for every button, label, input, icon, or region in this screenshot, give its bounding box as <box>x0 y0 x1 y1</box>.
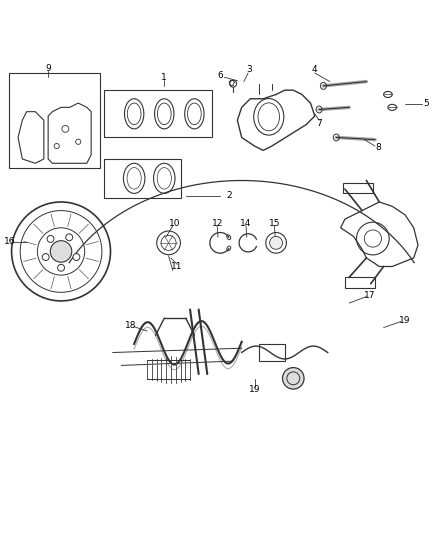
Text: 5: 5 <box>423 100 429 108</box>
Text: 8: 8 <box>375 143 381 152</box>
Circle shape <box>42 254 49 261</box>
Text: 10: 10 <box>169 219 181 228</box>
Circle shape <box>73 254 80 261</box>
Text: 3: 3 <box>247 66 252 75</box>
Circle shape <box>66 234 73 241</box>
Text: 19: 19 <box>399 316 410 325</box>
Bar <box>104 159 181 198</box>
Bar <box>259 344 285 361</box>
Text: 2: 2 <box>226 191 232 200</box>
Circle shape <box>47 236 54 243</box>
Text: 18: 18 <box>125 321 137 330</box>
Text: 17: 17 <box>364 291 376 300</box>
Text: 6: 6 <box>217 71 223 80</box>
Text: 12: 12 <box>212 219 223 228</box>
Text: 1: 1 <box>161 73 167 82</box>
Circle shape <box>50 241 72 262</box>
Ellipse shape <box>270 237 283 249</box>
Circle shape <box>58 264 64 271</box>
Bar <box>343 183 373 193</box>
Text: 4: 4 <box>312 66 318 75</box>
Circle shape <box>283 368 304 389</box>
Bar <box>104 90 212 138</box>
Text: 7: 7 <box>316 119 322 128</box>
Text: 9: 9 <box>45 64 51 72</box>
Text: 14: 14 <box>240 219 252 228</box>
Text: 19: 19 <box>249 385 260 394</box>
Text: 15: 15 <box>268 219 280 228</box>
Text: 16: 16 <box>4 238 15 246</box>
Bar <box>10 73 100 167</box>
Text: 11: 11 <box>171 262 183 271</box>
Bar <box>345 277 375 288</box>
